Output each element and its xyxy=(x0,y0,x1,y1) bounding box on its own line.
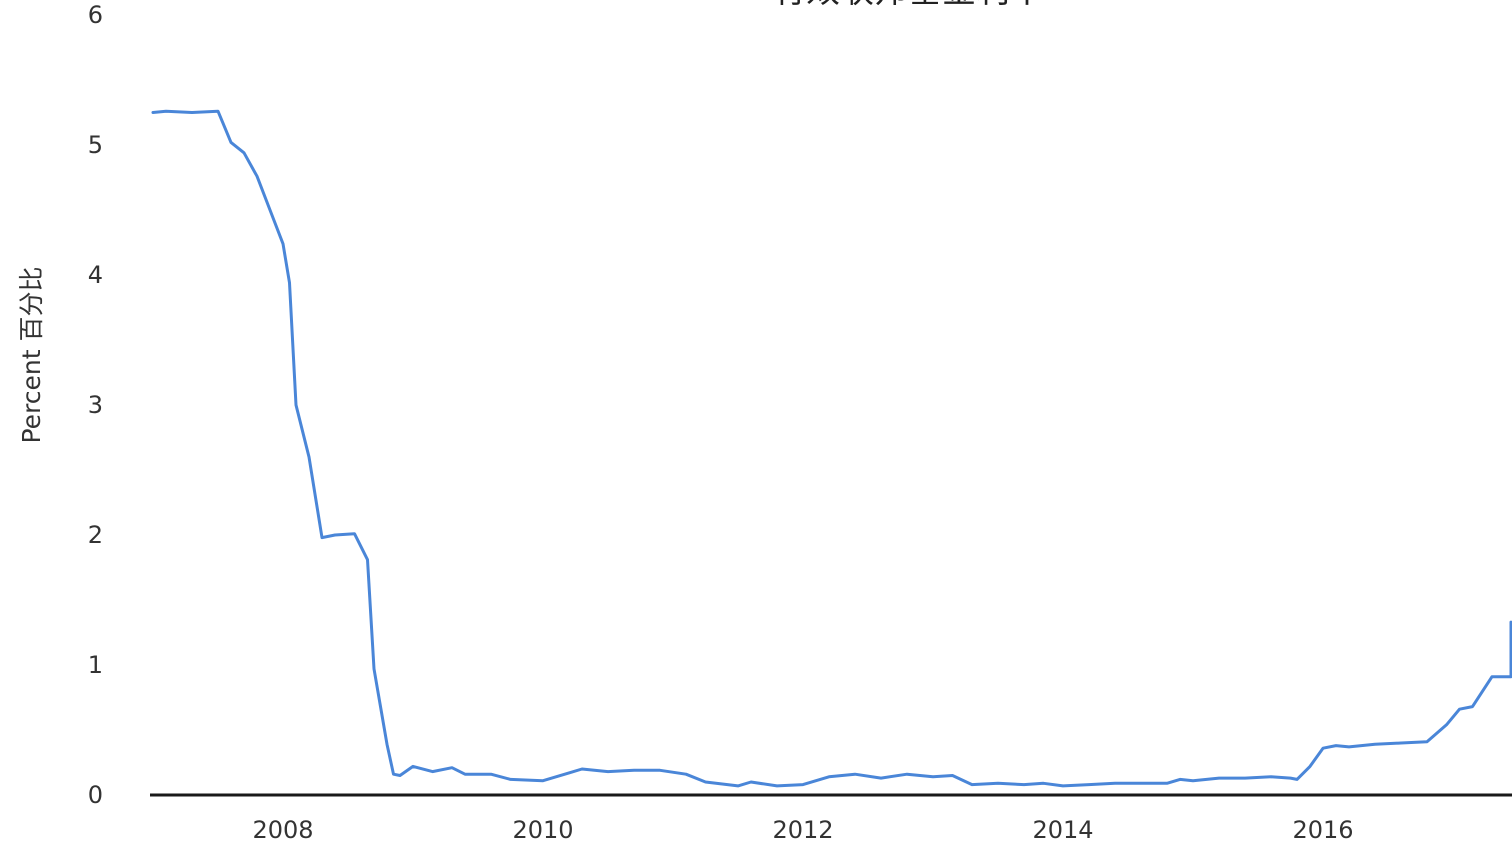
x-tick-label: 2016 xyxy=(1292,816,1353,844)
y-tick-label: 2 xyxy=(88,521,103,549)
chart-title: 有效联邦基金利率 xyxy=(772,0,1044,11)
x-tick-label: 2008 xyxy=(252,816,313,844)
x-tick-label: 2010 xyxy=(512,816,573,844)
y-axis-label: Percent 百分比 xyxy=(17,266,46,443)
y-tick-label: 3 xyxy=(88,391,103,419)
x-tick-label: 2014 xyxy=(1032,816,1093,844)
y-tick-label: 1 xyxy=(88,651,103,679)
series-line xyxy=(151,109,1512,788)
y-tick-label: 5 xyxy=(88,131,103,159)
y-axis: 0 1 2 3 4 5 6 xyxy=(88,1,103,809)
x-axis: 2008 2010 2012 2014 2016 xyxy=(252,816,1353,844)
y-tick-label: 0 xyxy=(88,781,103,809)
y-tick-label: 6 xyxy=(88,1,103,29)
x-tick-label: 2012 xyxy=(772,816,833,844)
y-tick-label: 4 xyxy=(88,261,103,289)
